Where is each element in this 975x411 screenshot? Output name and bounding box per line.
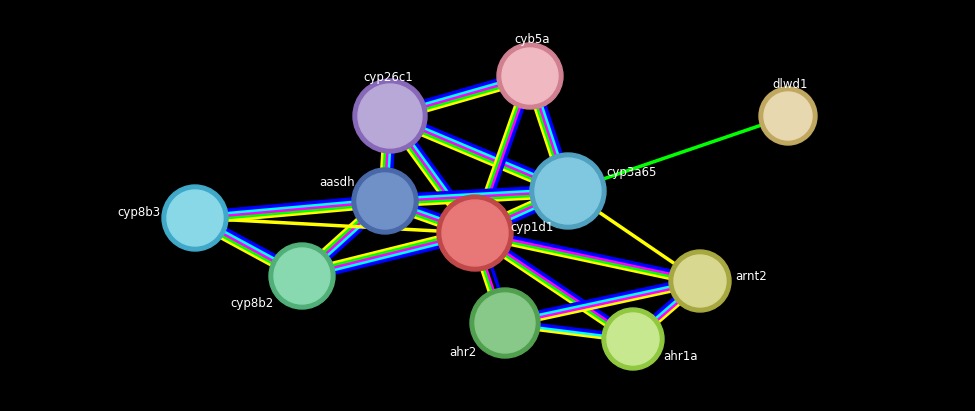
Circle shape — [502, 48, 558, 104]
Circle shape — [674, 255, 726, 307]
Circle shape — [475, 293, 535, 353]
Circle shape — [669, 250, 731, 312]
Circle shape — [764, 92, 812, 140]
Text: ahr1a: ahr1a — [663, 351, 697, 363]
Circle shape — [274, 248, 330, 304]
Circle shape — [162, 185, 228, 251]
Circle shape — [167, 190, 223, 246]
Circle shape — [353, 79, 427, 153]
Circle shape — [497, 43, 563, 109]
Circle shape — [607, 313, 659, 365]
Text: cyp3a65: cyp3a65 — [606, 166, 656, 180]
Text: cyp1d1: cyp1d1 — [510, 222, 554, 235]
Text: cyp26c1: cyp26c1 — [363, 72, 412, 85]
Text: cyp8b3: cyp8b3 — [117, 206, 160, 219]
Text: arnt2: arnt2 — [735, 270, 766, 282]
Circle shape — [437, 195, 513, 271]
Circle shape — [470, 288, 540, 358]
Text: cyb5a: cyb5a — [514, 34, 550, 46]
Text: dlwd1: dlwd1 — [772, 78, 807, 90]
Circle shape — [442, 200, 508, 266]
Circle shape — [602, 308, 664, 370]
Circle shape — [759, 87, 817, 145]
Text: cyp8b2: cyp8b2 — [231, 298, 274, 310]
Circle shape — [269, 243, 335, 309]
Text: aasdh: aasdh — [320, 176, 355, 189]
Circle shape — [352, 168, 418, 234]
Circle shape — [357, 173, 413, 229]
Text: ahr2: ahr2 — [449, 346, 477, 360]
Circle shape — [535, 158, 601, 224]
Circle shape — [358, 84, 422, 148]
Circle shape — [530, 153, 606, 229]
